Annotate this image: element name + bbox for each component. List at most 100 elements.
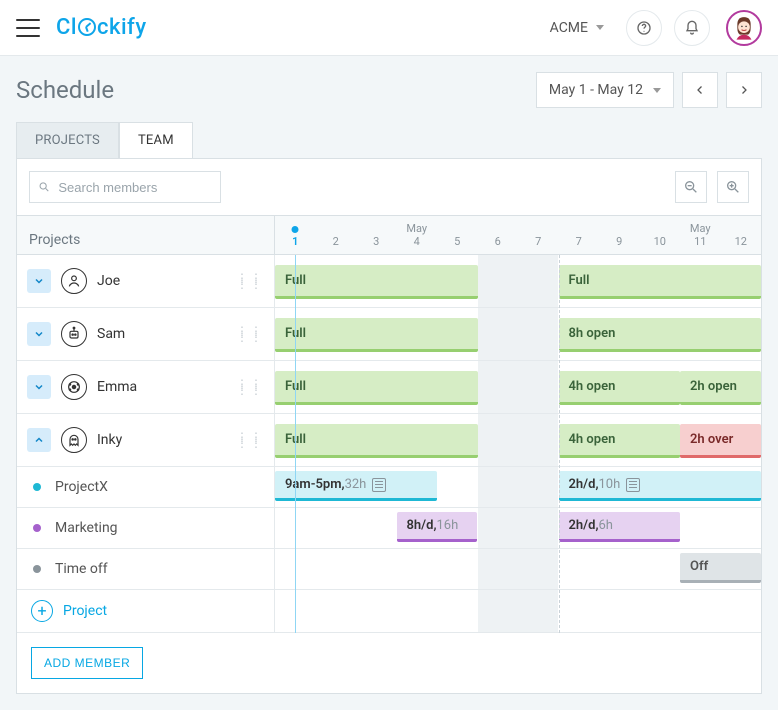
tab-team[interactable]: TEAM	[119, 122, 193, 158]
drag-handle[interactable]: ⋮⋮⋮⋮	[236, 328, 264, 340]
schedule-bar[interactable]: Full	[559, 265, 762, 299]
drag-handle[interactable]: ⋮⋮⋮⋮	[236, 381, 264, 393]
project-color-dot	[33, 524, 41, 532]
user-icon	[61, 321, 87, 347]
project-name: ProjectX	[55, 479, 108, 495]
logo-text-1: Cl	[56, 15, 77, 40]
zoom-in-icon	[725, 179, 741, 195]
tabs: PROJECTS TEAM	[16, 122, 762, 158]
expand-toggle[interactable]	[27, 269, 51, 293]
member-row: Joe ⋮⋮⋮⋮ Full Full	[17, 255, 761, 308]
prev-range-button[interactable]	[682, 72, 718, 108]
side-column-header: Projects	[17, 216, 275, 254]
add-project-label: Project	[63, 603, 107, 619]
grid-header: Projects May May 1 2 3 4 5 6 7 7	[17, 216, 761, 255]
user-icon	[61, 427, 87, 453]
page: Schedule May 1 - May 12 PROJECTS TEAM	[0, 56, 778, 710]
add-project-button[interactable]: + Project	[17, 590, 121, 632]
project-name: Time off	[55, 561, 108, 577]
schedule-bar[interactable]: 2h open	[680, 371, 761, 405]
member-track: Full 4h open2h open	[275, 361, 761, 413]
expand-toggle[interactable]	[27, 375, 51, 399]
plus-icon: +	[31, 600, 53, 622]
notifications-button[interactable]	[674, 10, 710, 46]
member-side: Inky ⋮⋮⋮⋮	[17, 414, 275, 466]
member-track: Full 8h open	[275, 308, 761, 360]
schedule-bar[interactable]: Off	[680, 553, 761, 583]
schedule-bar[interactable]: 2h/d, 10h	[559, 471, 762, 501]
project-side: ProjectX	[17, 467, 275, 507]
schedule-bar[interactable]: Full	[275, 318, 478, 352]
schedule-bar[interactable]: Full	[275, 424, 478, 458]
add-project-row: + Project	[17, 590, 761, 633]
month-row: May May	[275, 216, 761, 235]
schedule-bar[interactable]: 2h over	[680, 424, 761, 458]
month-label-2: May	[680, 222, 721, 235]
project-color-dot	[33, 565, 41, 573]
panel-toolbar	[17, 159, 761, 215]
schedule-grid: Projects May May 1 2 3 4 5 6 7 7	[17, 215, 761, 633]
logo-text-2: ckify	[97, 15, 147, 40]
tab-projects[interactable]: PROJECTS	[16, 122, 119, 158]
logo[interactable]: Clckify	[56, 15, 147, 40]
day-9: 9	[599, 235, 640, 248]
schedule-bar[interactable]: 2h/d, 6h	[559, 512, 681, 542]
member-name: Joe	[97, 273, 120, 289]
member-track: Full 4h open2h over	[275, 414, 761, 466]
schedule-bar[interactable]: 4h open	[559, 371, 681, 405]
day-row: 1 2 3 4 5 6 7 7 9 10 11 12	[275, 235, 761, 254]
schedule-bar[interactable]: 4h open	[559, 424, 681, 458]
member-name: Emma	[97, 379, 137, 395]
date-range-label: May 1 - May 12	[549, 82, 643, 98]
day-12: 12	[721, 235, 762, 248]
menu-icon[interactable]	[16, 16, 40, 40]
day-6: 6	[478, 235, 519, 248]
project-side: Time off	[17, 549, 275, 589]
project-row: Marketing 8h/d, 16h2h/d, 6h	[17, 508, 761, 549]
schedule-bar[interactable]: Full	[275, 371, 478, 405]
day-1: 1	[275, 235, 316, 248]
drag-handle[interactable]: ⋮⋮⋮⋮	[236, 434, 264, 446]
schedule-bar[interactable]: 9am-5pm, 32h	[275, 471, 437, 501]
project-track: 8h/d, 16h 2h/d, 6h	[275, 508, 761, 548]
search-box[interactable]	[29, 171, 221, 203]
help-button[interactable]	[626, 10, 662, 46]
expand-toggle[interactable]	[27, 428, 51, 452]
user-avatar[interactable]	[726, 10, 762, 46]
add-member-button[interactable]: ADD MEMBER	[31, 647, 143, 679]
expand-toggle[interactable]	[27, 322, 51, 346]
project-row: Time off Off	[17, 549, 761, 590]
bell-icon	[684, 20, 700, 36]
zoom-out-icon	[683, 179, 699, 195]
note-icon	[372, 478, 386, 492]
project-row: ProjectX 9am-5pm, 32h 2h/d, 10h	[17, 467, 761, 508]
day-3: 3	[356, 235, 397, 248]
search-input[interactable]	[58, 180, 212, 195]
schedule-bar[interactable]: 8h open	[559, 318, 762, 352]
schedule-bar[interactable]: Full	[275, 265, 478, 299]
day-5: 5	[437, 235, 478, 248]
day-4: 4	[397, 235, 438, 248]
workspace-selector[interactable]: ACME	[550, 20, 604, 36]
avatar-icon	[729, 13, 759, 43]
project-color-dot	[33, 483, 41, 491]
project-track: Off	[275, 549, 761, 589]
note-icon	[626, 478, 640, 492]
chevron-left-icon	[694, 84, 706, 96]
member-row: Inky ⋮⋮⋮⋮ Full 4h open2h over	[17, 414, 761, 467]
drag-handle[interactable]: ⋮⋮⋮⋮	[236, 275, 264, 287]
day-10: 10	[640, 235, 681, 248]
caret-down-icon	[596, 25, 604, 30]
next-range-button[interactable]	[726, 72, 762, 108]
page-header: Schedule May 1 - May 12	[16, 72, 762, 108]
zoom-in-button[interactable]	[717, 171, 749, 203]
schedule-bar[interactable]: 8h/d, 16h	[397, 512, 478, 542]
member-side: Emma ⋮⋮⋮⋮	[17, 361, 275, 413]
zoom-out-button[interactable]	[675, 171, 707, 203]
date-range-selector[interactable]: May 1 - May 12	[536, 72, 674, 108]
user-icon	[61, 268, 87, 294]
member-row: Emma ⋮⋮⋮⋮ Full 4h open2h open	[17, 361, 761, 414]
caret-down-icon	[653, 88, 661, 93]
member-row: Sam ⋮⋮⋮⋮ Full8h open	[17, 308, 761, 361]
day-7: 7	[518, 235, 559, 248]
